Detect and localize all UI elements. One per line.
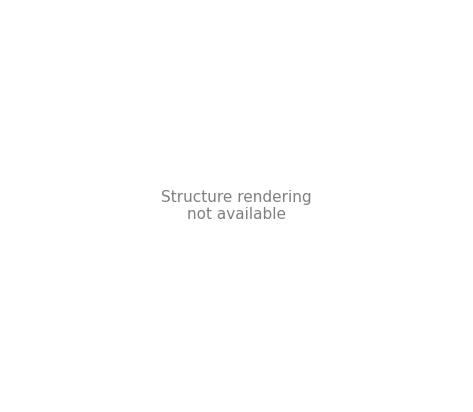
Text: Structure rendering
not available: Structure rendering not available — [161, 190, 312, 222]
